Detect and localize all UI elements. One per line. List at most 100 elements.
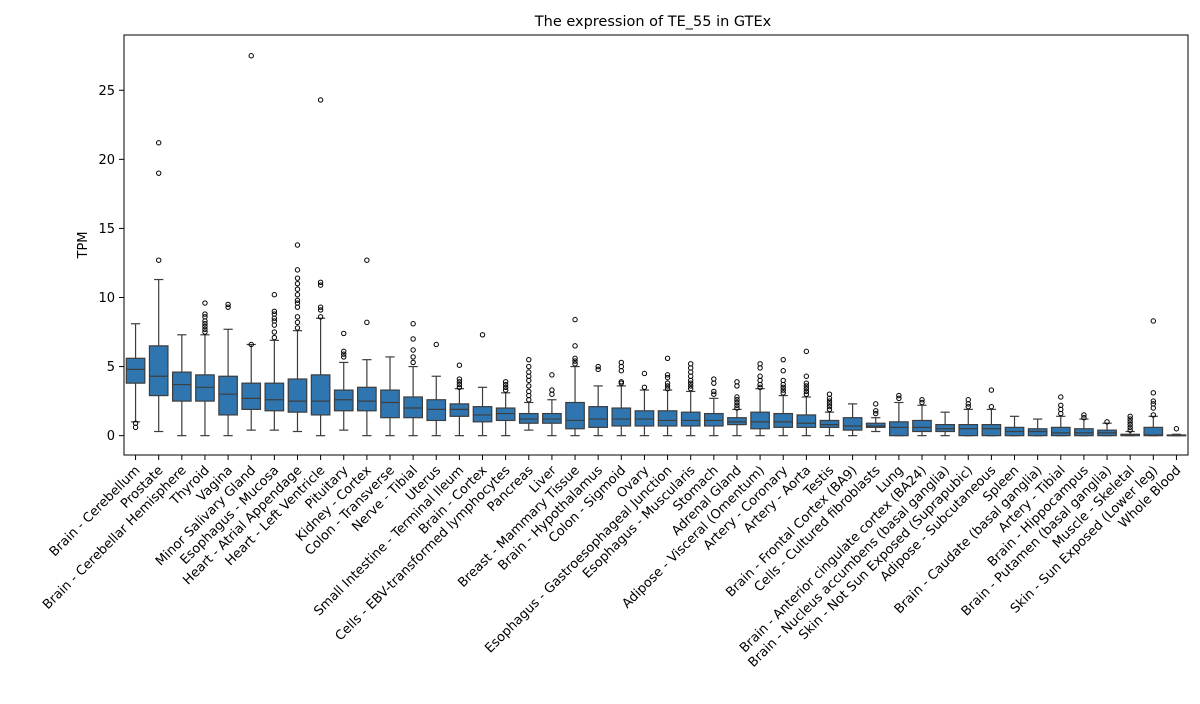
outlier-point bbox=[664, 372, 671, 378]
iqr-box[interactable] bbox=[842, 417, 863, 431]
iqr-box[interactable] bbox=[588, 406, 609, 428]
outlier-point bbox=[572, 343, 578, 349]
iqr-box[interactable] bbox=[796, 414, 817, 428]
box-group bbox=[241, 53, 262, 431]
box-group bbox=[796, 348, 817, 437]
outlier-point bbox=[803, 348, 810, 355]
outlier-point bbox=[1058, 394, 1064, 400]
iqr-box[interactable] bbox=[472, 406, 493, 423]
iqr-box[interactable] bbox=[195, 374, 215, 402]
iqr-box[interactable] bbox=[611, 407, 632, 427]
outlier-point bbox=[711, 388, 717, 395]
iqr-box[interactable] bbox=[865, 422, 886, 428]
outlier-point bbox=[826, 398, 833, 404]
iqr-box[interactable] bbox=[310, 374, 331, 416]
outlier-point bbox=[225, 301, 231, 308]
iqr-box[interactable] bbox=[449, 403, 470, 417]
outlier-point bbox=[780, 387, 786, 393]
outlier-point bbox=[341, 348, 347, 355]
outlier-point bbox=[294, 297, 301, 303]
iqr-box[interactable] bbox=[380, 389, 400, 419]
iqr-box[interactable] bbox=[750, 411, 770, 430]
iqr-box[interactable] bbox=[125, 357, 146, 384]
outlier-point bbox=[1058, 402, 1064, 408]
outlier-point bbox=[780, 368, 786, 374]
outlier-point bbox=[780, 390, 786, 396]
outlier-point bbox=[155, 257, 162, 263]
iqr-box[interactable] bbox=[981, 424, 1002, 437]
iqr-box[interactable] bbox=[333, 389, 354, 412]
iqr-box[interactable] bbox=[241, 382, 262, 411]
outlier-point bbox=[317, 279, 324, 286]
iqr-box[interactable] bbox=[727, 417, 747, 426]
outlier-point bbox=[294, 280, 301, 287]
box-group bbox=[426, 341, 447, 437]
outlier-point bbox=[271, 292, 278, 298]
iqr-box[interactable] bbox=[889, 421, 909, 437]
y-axis-label: TPM bbox=[76, 232, 91, 260]
iqr-box[interactable] bbox=[935, 424, 955, 433]
outlier-point bbox=[687, 385, 694, 392]
outlier-point bbox=[364, 319, 370, 326]
outlier-point bbox=[294, 300, 301, 306]
outlier-point bbox=[687, 361, 694, 367]
iqr-box[interactable] bbox=[1027, 428, 1048, 437]
iqr-box[interactable] bbox=[1074, 428, 1094, 437]
iqr-box[interactable] bbox=[495, 407, 516, 422]
iqr-box[interactable] bbox=[518, 412, 539, 424]
outlier-point bbox=[873, 401, 879, 407]
iqr-box[interactable] bbox=[958, 424, 979, 437]
iqr-box[interactable] bbox=[148, 345, 169, 397]
outlier-point bbox=[294, 275, 301, 281]
box-group bbox=[703, 376, 724, 437]
y-tick-label: 5 bbox=[107, 360, 115, 375]
y-tick-label: 15 bbox=[98, 222, 115, 237]
iqr-box[interactable] bbox=[218, 375, 238, 416]
outlier-point bbox=[410, 354, 416, 360]
box-group bbox=[889, 392, 909, 437]
iqr-box[interactable] bbox=[287, 378, 308, 413]
iqr-box[interactable] bbox=[773, 412, 794, 428]
outlier-point bbox=[687, 380, 694, 386]
box-group bbox=[1027, 418, 1048, 437]
outlier-point bbox=[641, 384, 648, 391]
outlier-point bbox=[919, 397, 925, 403]
iqr-box[interactable] bbox=[657, 410, 678, 427]
outlier-point bbox=[595, 366, 601, 373]
outlier-point bbox=[734, 397, 740, 403]
box-group bbox=[1097, 419, 1117, 437]
iqr-box[interactable] bbox=[680, 411, 701, 427]
box-group bbox=[171, 334, 192, 437]
axes-frame bbox=[123, 34, 1189, 456]
outlier-point bbox=[734, 379, 740, 385]
iqr-box[interactable] bbox=[171, 371, 192, 402]
iqr-box[interactable] bbox=[357, 386, 377, 412]
outlier-point bbox=[1127, 416, 1133, 422]
outlier-point bbox=[572, 355, 578, 361]
outlier-point bbox=[780, 356, 786, 363]
outlier-point bbox=[317, 304, 324, 310]
iqr-box[interactable] bbox=[1143, 426, 1164, 437]
outlier-point bbox=[526, 383, 532, 389]
box-group bbox=[542, 372, 562, 437]
outlier-point bbox=[664, 374, 671, 381]
iqr-box[interactable] bbox=[1050, 426, 1071, 437]
iqr-box[interactable] bbox=[264, 382, 285, 412]
box-group bbox=[842, 403, 863, 437]
box-group bbox=[333, 330, 354, 431]
iqr-box[interactable] bbox=[703, 412, 724, 427]
iqr-box[interactable] bbox=[542, 412, 562, 424]
outlier-point bbox=[896, 392, 902, 399]
outlier-point bbox=[664, 380, 671, 386]
outlier-point bbox=[803, 373, 810, 379]
iqr-box[interactable] bbox=[634, 410, 655, 427]
iqr-box[interactable] bbox=[819, 419, 840, 428]
iqr-box[interactable] bbox=[565, 401, 585, 430]
iqr-box[interactable] bbox=[912, 419, 932, 433]
outlier-point bbox=[132, 420, 139, 426]
outlier-point bbox=[1081, 412, 1087, 418]
iqr-box[interactable] bbox=[426, 399, 447, 422]
iqr-box[interactable] bbox=[403, 396, 423, 419]
